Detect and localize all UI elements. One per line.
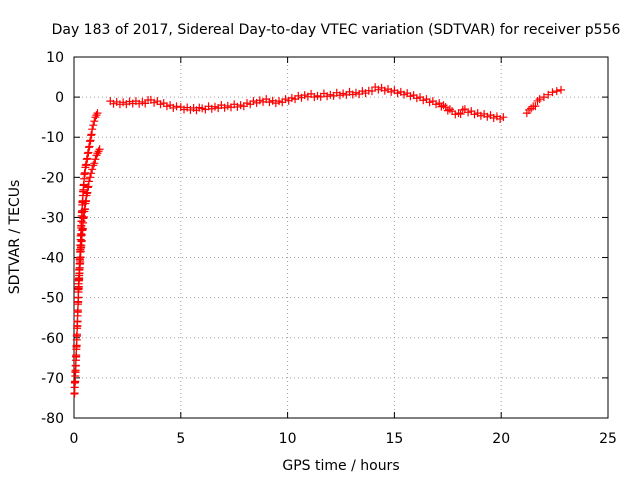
y-tick-label: -60	[41, 331, 64, 347]
x-axis: 0 5 10 15 20 25	[70, 57, 617, 447]
data-point	[539, 93, 548, 102]
data-point	[91, 155, 100, 164]
data-point	[86, 173, 95, 182]
y-tick-label: -50	[41, 291, 64, 307]
data-point	[172, 102, 181, 111]
x-tick-label: 25	[599, 431, 617, 447]
chart-title: Day 183 of 2017, Sidereal Day-to-day VTE…	[52, 22, 621, 38]
plot-frame	[73, 56, 609, 419]
data-point-fill	[445, 105, 454, 114]
data-point	[552, 87, 561, 96]
x-tick-label: 5	[176, 431, 185, 447]
grid-lines	[74, 57, 608, 418]
data-point	[84, 177, 93, 186]
x-tick-label: 15	[385, 431, 403, 447]
data-point	[557, 85, 566, 94]
y-tick-label: 10	[46, 50, 64, 66]
y-axis: -80 -70 -60 -50 -40 -30 -20 -10 0 10	[41, 50, 608, 427]
y-tick-label: -10	[41, 130, 64, 146]
data-point	[92, 111, 101, 120]
data-point	[441, 103, 450, 112]
data-point	[92, 151, 101, 160]
data-point	[95, 145, 104, 154]
data-point-fill	[533, 96, 542, 105]
data-point-fill	[456, 110, 465, 118]
x-tick-label: 0	[70, 431, 79, 447]
data-point	[89, 161, 98, 170]
data-point	[88, 125, 97, 134]
data-point-fill	[531, 102, 540, 111]
data-point	[90, 117, 99, 126]
x-tick-label: 10	[279, 431, 297, 447]
y-tick-label: -20	[41, 170, 64, 186]
data-point	[94, 147, 103, 156]
data-point	[89, 121, 98, 130]
y-tick-label: -40	[41, 251, 64, 267]
x-axis-label: GPS time / hours	[282, 458, 399, 474]
data-point	[91, 113, 100, 122]
y-tick-label: -70	[41, 371, 64, 387]
data-point	[548, 88, 557, 97]
y-tick-label: -30	[41, 210, 64, 226]
data-point	[90, 159, 99, 168]
data-point	[544, 90, 553, 99]
y-tick-label: 0	[55, 90, 64, 106]
data-point	[499, 113, 508, 122]
y-axis-label: SDTVAR / TECUs	[7, 180, 23, 295]
data-point	[93, 149, 102, 158]
data-point	[87, 169, 96, 178]
data-point	[535, 95, 544, 104]
data-points	[70, 83, 566, 398]
data-point	[93, 109, 102, 118]
y-tick-label: -80	[41, 411, 64, 427]
data-point	[88, 165, 97, 174]
x-tick-label: 20	[492, 431, 510, 447]
data-point-fill	[439, 101, 448, 110]
